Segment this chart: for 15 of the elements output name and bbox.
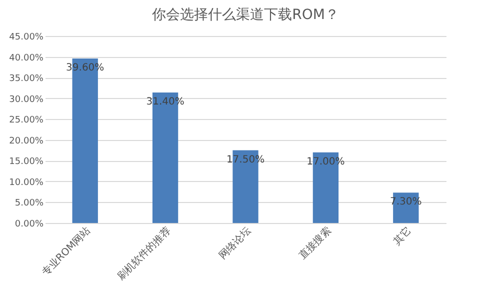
y-tick-label: 10.00% bbox=[9, 178, 44, 188]
y-tick-label: 30.00% bbox=[9, 94, 44, 105]
x-tick-label: 网络论坛 bbox=[216, 224, 254, 262]
y-tick-label: 15.00% bbox=[9, 157, 44, 168]
x-tick-label: 直接搜索 bbox=[296, 224, 334, 262]
y-tick-label: 35.00% bbox=[9, 74, 44, 84]
y-tick-label: 20.00% bbox=[9, 136, 44, 146]
x-tick-label: 刷机软件的推荐 bbox=[115, 224, 174, 283]
y-tick-label: 40.00% bbox=[9, 53, 44, 64]
chart-title: 你会选择什么渠道下载ROM？ bbox=[151, 7, 339, 23]
y-tick-label: 0.00% bbox=[14, 220, 44, 230]
y-tick-label: 5.00% bbox=[14, 198, 44, 209]
y-tick-label: 25.00% bbox=[9, 116, 44, 126]
y-tick-label: 45.00% bbox=[9, 32, 44, 42]
x-tick-label: 其它 bbox=[391, 224, 414, 248]
